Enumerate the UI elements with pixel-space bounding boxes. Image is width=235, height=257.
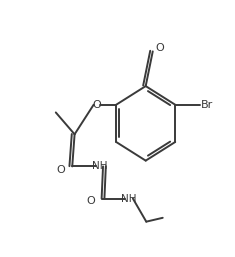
Text: NH: NH xyxy=(121,194,136,204)
Text: O: O xyxy=(155,43,164,52)
Text: O: O xyxy=(57,165,65,175)
Text: O: O xyxy=(93,100,101,110)
Text: Br: Br xyxy=(201,100,214,110)
Text: O: O xyxy=(87,196,95,206)
Text: NH: NH xyxy=(91,161,107,171)
